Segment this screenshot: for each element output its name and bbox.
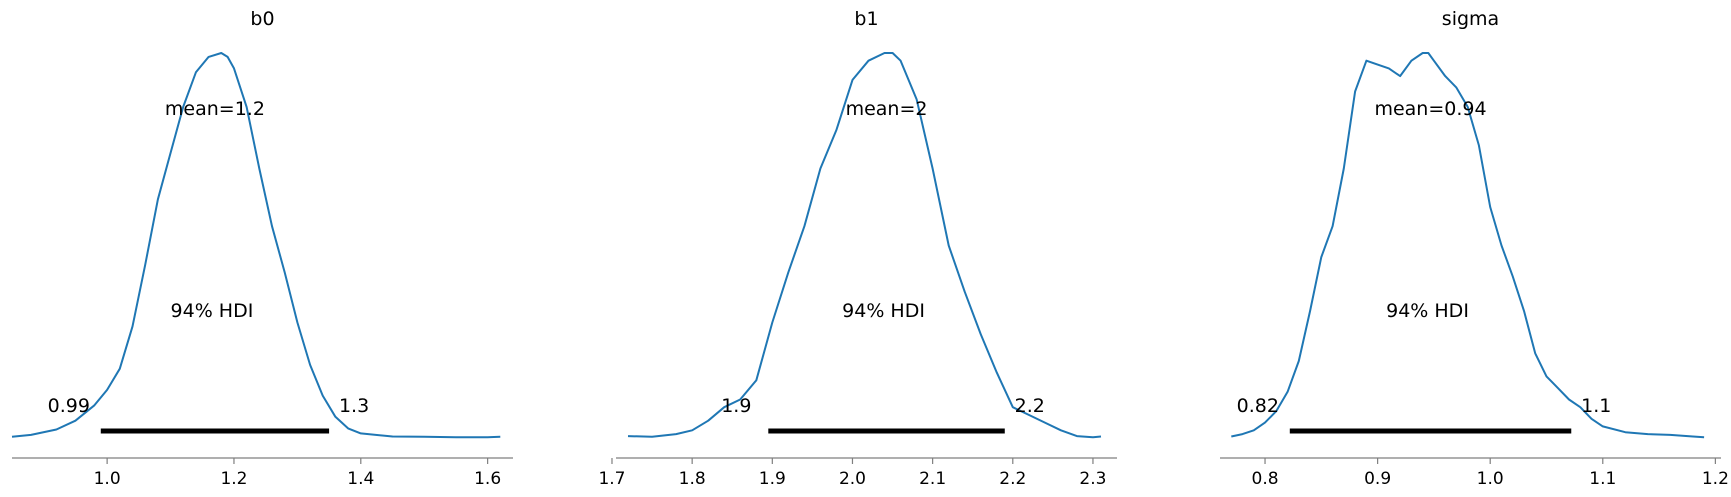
hdi-label: 94% HDI bbox=[171, 300, 254, 322]
x-tick-label: 1.2 bbox=[1702, 469, 1729, 489]
hdi-low-label: 0.82 bbox=[1237, 395, 1279, 417]
x-tick-label: 1.9 bbox=[759, 469, 786, 489]
mean-label: mean=0.94 bbox=[1374, 98, 1486, 120]
x-tick-label: 0.8 bbox=[1252, 469, 1279, 489]
x-tick-label: 2.3 bbox=[1079, 469, 1106, 489]
x-tick-label: 1.0 bbox=[94, 469, 121, 489]
panel-title: b0 bbox=[250, 8, 274, 30]
x-tick-label: 1.6 bbox=[474, 469, 501, 489]
density-curve bbox=[1231, 52, 1705, 439]
x-tick-label: 2.0 bbox=[839, 469, 866, 489]
hdi-label: 94% HDI bbox=[842, 300, 925, 322]
hdi-low-label: 1.9 bbox=[721, 395, 751, 417]
hdi-high-label: 1.3 bbox=[339, 395, 369, 417]
x-tick-label: 1.8 bbox=[679, 469, 706, 489]
mean-label: mean=2 bbox=[846, 98, 928, 120]
x-tick-label: 1.1 bbox=[1589, 469, 1616, 489]
hdi-label: 94% HDI bbox=[1386, 300, 1469, 322]
x-tick-label: 1.4 bbox=[347, 469, 374, 489]
panel-sigma: sigma mean=0.94 94% HDI 0.82 1.1 0.8 0.9 1.0 1.1… bbox=[1220, 8, 1729, 489]
hdi-high-label: 1.1 bbox=[1581, 395, 1611, 417]
density-curve bbox=[11, 52, 501, 439]
panel-b0: b0 mean=1.2 94% HDI 0.99 1.3 1.0 1.2 1.4 1.6 bbox=[11, 8, 513, 489]
x-tick-label: 2.2 bbox=[999, 469, 1026, 489]
panel-title: b1 bbox=[854, 8, 878, 30]
x-tick-label: 2.1 bbox=[919, 469, 946, 489]
mean-label: mean=1.2 bbox=[165, 98, 265, 120]
x-tick-label: 1.2 bbox=[220, 469, 247, 489]
density-curve bbox=[627, 52, 1102, 439]
panel-title: sigma bbox=[1442, 8, 1499, 30]
x-tick-label: 0.9 bbox=[1364, 469, 1391, 489]
hdi-low-label: 0.99 bbox=[48, 395, 90, 417]
hdi-high-label: 2.2 bbox=[1015, 395, 1045, 417]
panel-b1: b1 mean=2 94% HDI 1.9 2.2 1.7 1.8 1.9 2.0 2.1 2.2 2… bbox=[598, 8, 1117, 489]
x-tick-label: 1.0 bbox=[1477, 469, 1504, 489]
x-tick-label: 1.7 bbox=[598, 469, 625, 489]
